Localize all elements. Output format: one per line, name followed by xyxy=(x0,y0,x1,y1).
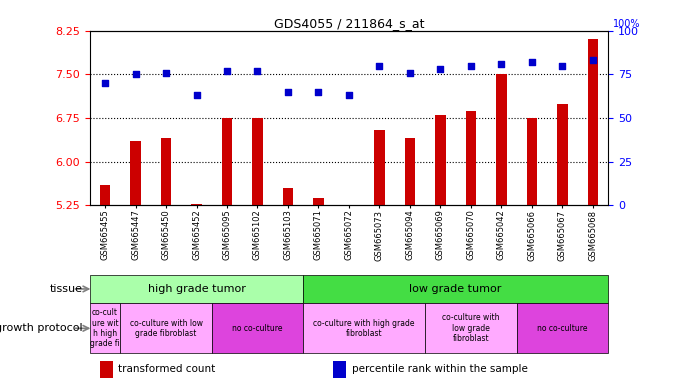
Point xyxy=(587,57,598,63)
Bar xyxy=(313,198,324,205)
Text: co-culture with high grade
fibroblast: co-culture with high grade fibroblast xyxy=(314,319,415,338)
Title: GDS4055 / 211864_s_at: GDS4055 / 211864_s_at xyxy=(274,17,424,30)
Point xyxy=(160,70,171,76)
Bar xyxy=(222,118,232,205)
Text: low grade tumor: low grade tumor xyxy=(410,284,502,294)
Bar xyxy=(211,303,303,353)
Bar xyxy=(557,104,568,205)
Point xyxy=(130,71,141,78)
Bar xyxy=(120,303,211,353)
Text: no co-culture: no co-culture xyxy=(537,324,587,333)
Point xyxy=(222,68,233,74)
Text: co-culture with
low grade
fibroblast: co-culture with low grade fibroblast xyxy=(442,313,500,343)
Bar xyxy=(283,188,293,205)
Text: high grade tumor: high grade tumor xyxy=(148,284,245,294)
Point xyxy=(100,80,111,86)
Bar xyxy=(496,74,507,205)
Text: transformed count: transformed count xyxy=(118,364,216,374)
Text: co-cult
ure wit
h high
grade fi: co-cult ure wit h high grade fi xyxy=(91,308,120,348)
Point xyxy=(527,59,538,65)
Point xyxy=(374,63,385,69)
Bar xyxy=(252,118,263,205)
Bar xyxy=(405,139,415,205)
Bar xyxy=(130,141,141,205)
Text: percentile rank within the sample: percentile rank within the sample xyxy=(352,364,527,374)
Text: 100%: 100% xyxy=(614,19,641,29)
Text: growth protocol: growth protocol xyxy=(0,323,83,333)
Bar xyxy=(161,139,171,205)
Bar xyxy=(466,111,476,205)
Point xyxy=(465,63,476,69)
Point xyxy=(283,89,294,95)
Bar xyxy=(333,361,346,378)
Bar xyxy=(527,118,537,205)
Bar xyxy=(425,303,517,353)
Bar xyxy=(303,303,425,353)
Bar xyxy=(191,204,202,205)
Bar xyxy=(374,130,385,205)
Bar xyxy=(90,275,303,303)
Bar xyxy=(517,303,608,353)
Point xyxy=(557,63,568,69)
Bar xyxy=(100,361,113,378)
Text: tissue: tissue xyxy=(50,284,83,294)
Text: no co-culture: no co-culture xyxy=(232,324,283,333)
Bar xyxy=(90,303,120,353)
Point xyxy=(496,61,507,67)
Point xyxy=(252,68,263,74)
Bar xyxy=(303,275,608,303)
Point xyxy=(435,66,446,72)
Bar xyxy=(435,115,446,205)
Point xyxy=(404,70,415,76)
Bar xyxy=(587,40,598,205)
Bar xyxy=(100,185,111,205)
Point xyxy=(191,92,202,98)
Text: co-culture with low
grade fibroblast: co-culture with low grade fibroblast xyxy=(129,319,202,338)
Point xyxy=(343,92,354,98)
Point xyxy=(313,89,324,95)
